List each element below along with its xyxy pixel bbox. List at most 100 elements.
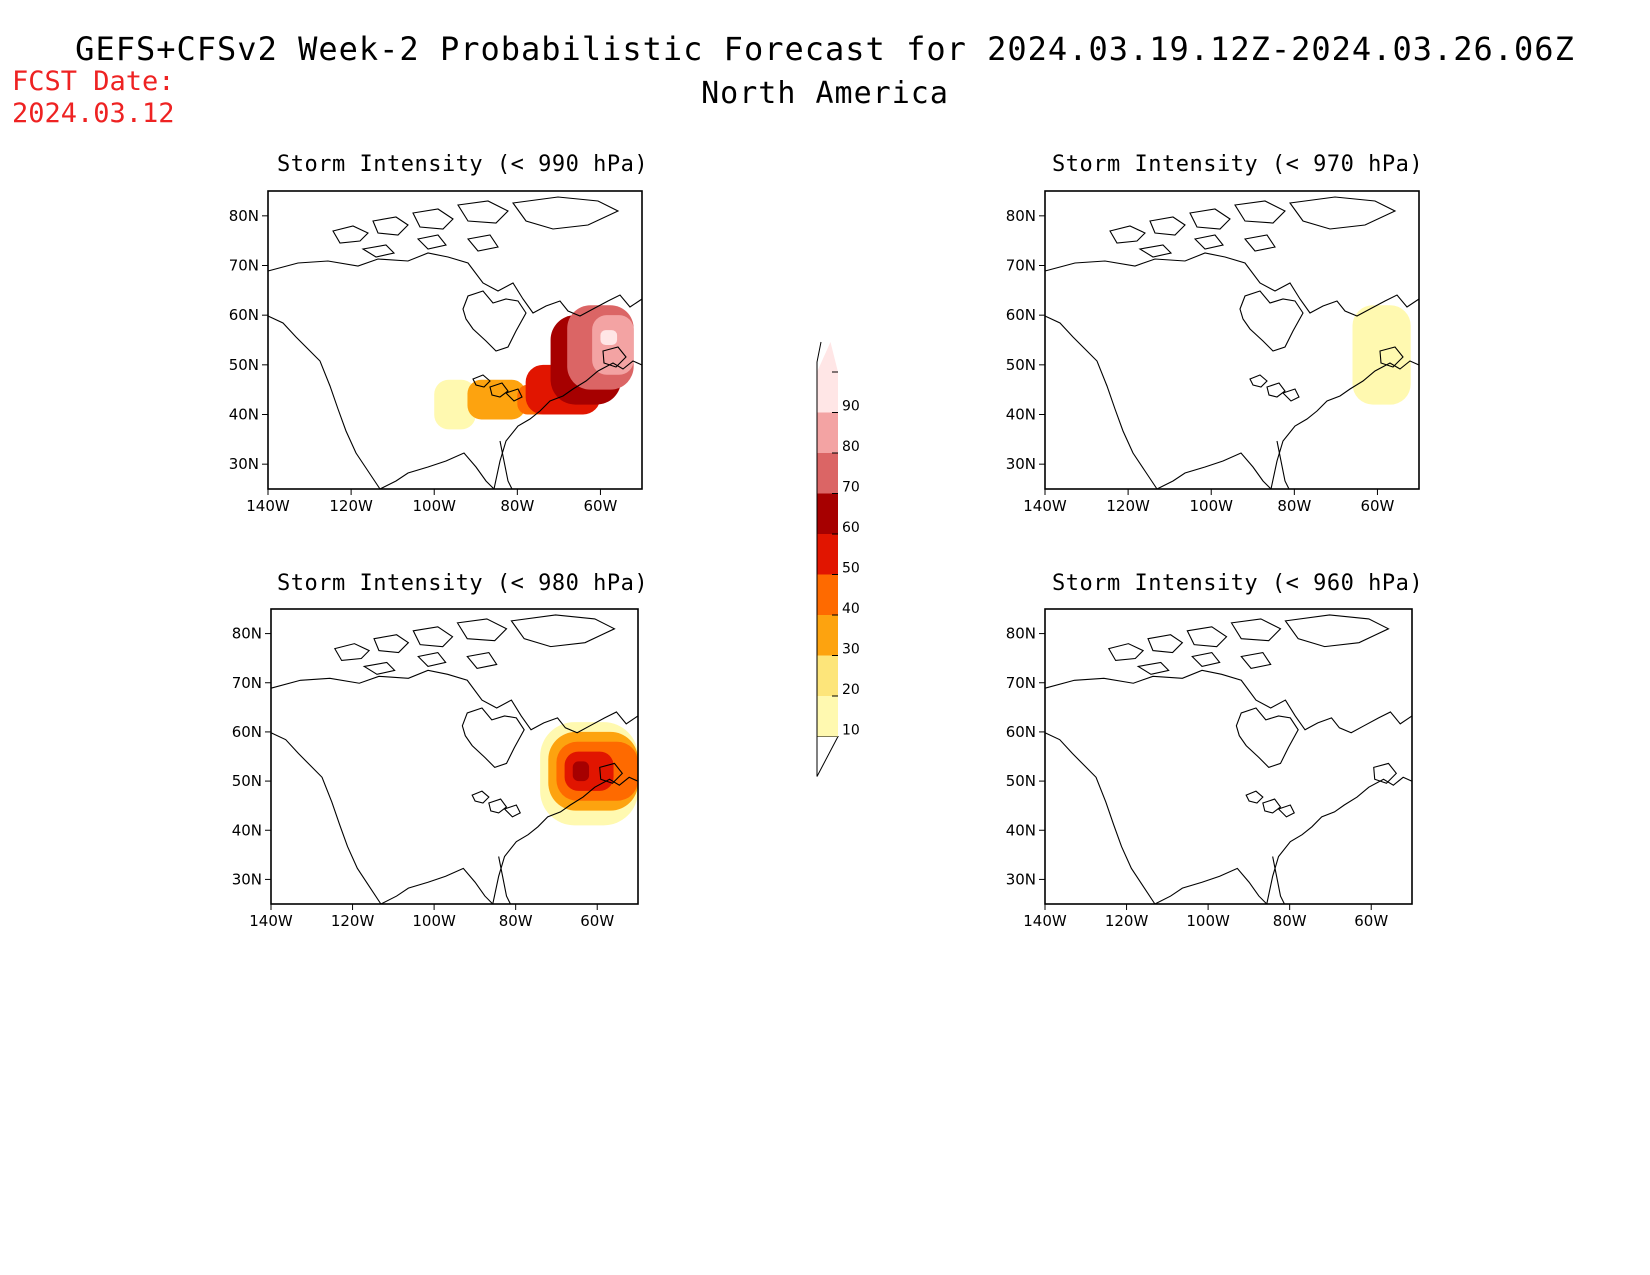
x-tick-label: 80W (1273, 912, 1307, 930)
coast-path (1277, 441, 1289, 489)
coast-path (1192, 653, 1219, 667)
coast-path (1235, 201, 1285, 223)
coast-path (1045, 733, 1155, 904)
coast-path (493, 777, 638, 904)
panel-title-990: Storm Intensity (< 990 hPa) (277, 152, 649, 177)
colorbar: 10 20 30 40 50 60 70 80 90 (816, 341, 860, 777)
coast-path (490, 383, 508, 397)
coast-path (1374, 763, 1397, 783)
y-tick-label: 30N (1006, 455, 1036, 473)
coast-path (374, 635, 408, 653)
colorbar-swatch (817, 453, 838, 494)
coast-path (1246, 791, 1263, 803)
coast-path (1285, 615, 1388, 647)
y-tick-label: 30N (1006, 870, 1036, 888)
coast-path (271, 733, 381, 904)
y-tick-label: 40N (229, 406, 259, 424)
y-tick-label: 30N (232, 870, 262, 888)
x-tick-label: 100W (1189, 497, 1233, 515)
y-tick-label: 50N (232, 772, 262, 790)
coast-path (373, 217, 408, 235)
y-tick-label: 40N (232, 821, 262, 839)
coast-path (1187, 627, 1226, 647)
y-tick-label: 50N (229, 356, 259, 374)
coast-path (494, 361, 642, 489)
coast-path (1241, 653, 1270, 669)
x-tick-label: 120W (331, 912, 375, 930)
x-tick-label: 60W (1354, 912, 1388, 930)
probability-field-1 (1352, 305, 1411, 405)
coast-path (1045, 253, 1419, 316)
x-tick-label: 140W (1023, 912, 1067, 930)
coast-path (418, 653, 445, 667)
y-tick-label: 80N (229, 207, 259, 225)
y-tick-label: 70N (232, 674, 262, 692)
coast-path (1273, 856, 1285, 904)
y-tick-label: 30N (229, 455, 259, 473)
coast-path (1138, 662, 1168, 674)
coast-path (1236, 708, 1298, 767)
y-tick-label: 50N (1006, 772, 1036, 790)
coastline-1 (1045, 197, 1419, 489)
y-tick-label: 40N (1006, 406, 1036, 424)
colorbar-label: 40 (842, 601, 860, 617)
coast-path (1283, 389, 1299, 401)
coast-path (381, 868, 493, 904)
colorbar-label: 70 (842, 480, 860, 496)
page-title: GEFS+CFSv2 Week-2 Probabilistic Forecast… (75, 30, 1575, 68)
colorbar-label: 50 (842, 561, 860, 577)
coast-path (511, 615, 614, 647)
coast-path (1155, 868, 1267, 904)
x-tick-label: 120W (1106, 497, 1150, 515)
x-tick-label: 120W (1105, 912, 1149, 930)
panel-frame-3 (1044, 608, 1413, 905)
x-tick-label: 80W (499, 912, 533, 930)
coast-path (1195, 235, 1223, 249)
y-tick-label: 80N (1006, 625, 1036, 643)
coast-path (500, 441, 512, 489)
coast-path (1140, 245, 1171, 257)
colorbar-swatch (817, 493, 838, 534)
coast-path (1240, 291, 1303, 351)
panel-frame-2 (270, 608, 639, 905)
panel-frame-1 (1044, 190, 1420, 490)
x-tick-label: 60W (580, 912, 614, 930)
probability-cell (1352, 305, 1411, 405)
colorbar-swatch (817, 655, 838, 696)
coast-path (1380, 347, 1403, 367)
coast-path (1157, 453, 1271, 489)
colorbar-swatch (817, 615, 838, 656)
coast-path (603, 347, 626, 367)
coast-path (473, 375, 490, 387)
probability-field-2 (540, 722, 638, 826)
coast-path (1110, 226, 1145, 243)
coast-path (468, 235, 498, 251)
colorbar-label: 30 (842, 642, 860, 658)
coast-path (600, 763, 623, 783)
colorbar-swatch (817, 534, 838, 575)
x-tick-label: 80W (500, 497, 534, 515)
colorbar-label: 90 (842, 399, 860, 415)
colorbar-label: 60 (842, 520, 860, 536)
colorbar-swatch (817, 696, 838, 737)
y-tick-label: 60N (229, 306, 259, 324)
coast-path (1279, 805, 1295, 817)
coast-path (513, 197, 618, 229)
coast-path (458, 201, 508, 223)
page-subtitle: North America (701, 76, 949, 111)
panel-title-970: Storm Intensity (< 970 hPa) (1052, 152, 1424, 177)
forecast-date-label: FCST Date: (12, 66, 175, 97)
y-tick-label: 60N (232, 723, 262, 741)
colorbar-label: 80 (842, 439, 860, 455)
forecast-date-block: FCST Date: 2024.03.12 (12, 66, 175, 130)
x-tick-label: 140W (246, 497, 290, 515)
coast-path (1045, 670, 1412, 732)
panel-title-980: Storm Intensity (< 980 hPa) (277, 571, 649, 596)
colorbar-label: 20 (842, 682, 860, 698)
x-tick-label: 60W (1360, 497, 1394, 515)
x-tick-label: 140W (1023, 497, 1067, 515)
coast-path (499, 856, 511, 904)
probability-cell (600, 330, 618, 345)
colorbar-edge (816, 341, 822, 777)
